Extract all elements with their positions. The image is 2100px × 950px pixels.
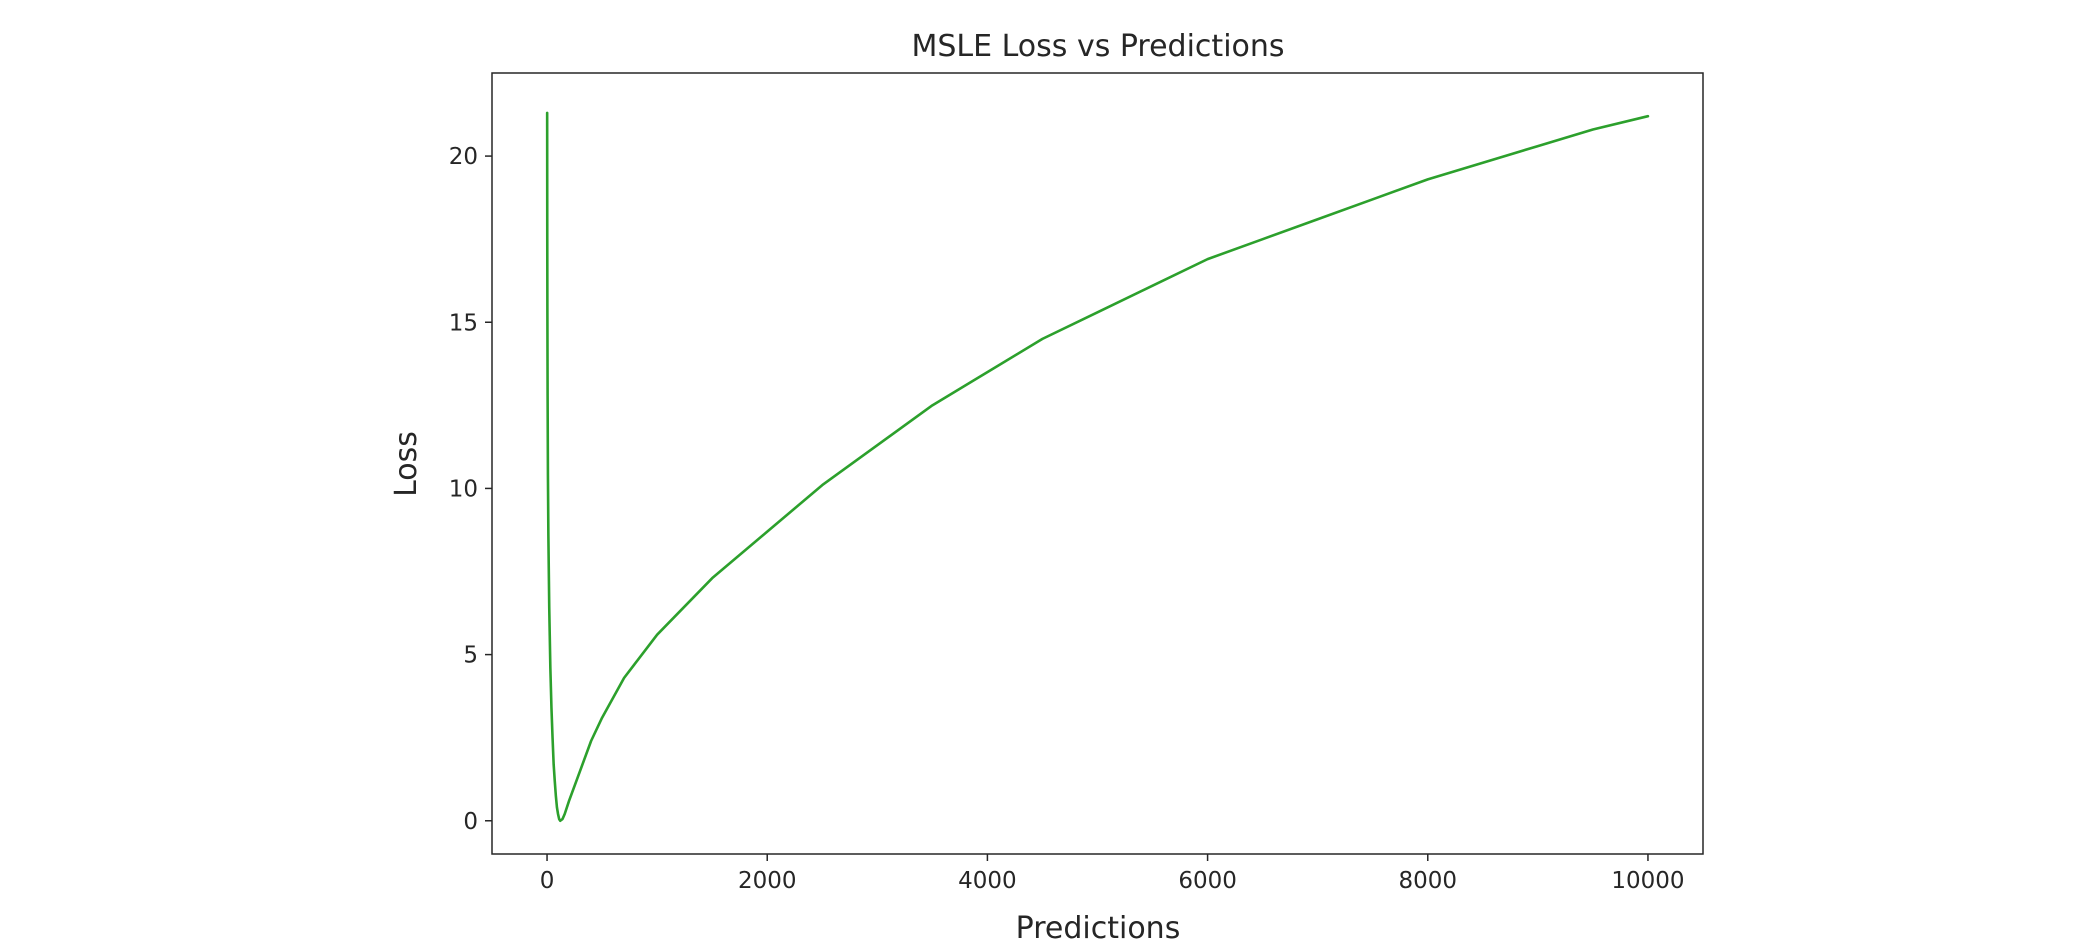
x-tick-label: 8000	[1398, 868, 1457, 894]
y-axis-ticks: 0 5 10 15 20	[449, 144, 492, 835]
y-tick-label: 0	[463, 809, 478, 835]
chart-title: MSLE Loss vs Predictions	[911, 29, 1284, 64]
series-line-0	[545, 111, 1650, 823]
y-tick-label: 10	[449, 476, 478, 502]
y-tick-label: 15	[449, 310, 478, 336]
x-axis-label: Predictions	[1016, 911, 1181, 946]
x-tick-label: 0	[540, 868, 555, 894]
y-tick-label: 20	[449, 144, 478, 170]
y-axis-label: Loss	[389, 431, 424, 497]
x-axis-ticks: 0 2000 4000 6000 8000 10000	[540, 854, 1685, 894]
x-tick-label: 4000	[958, 868, 1017, 894]
x-tick-label: 2000	[738, 868, 797, 894]
y-tick-label: 5	[463, 643, 478, 669]
x-tick-label: 6000	[1178, 868, 1237, 894]
x-tick-label: 10000	[1611, 868, 1684, 894]
series-layer	[545, 111, 1650, 823]
plot-frame	[491, 72, 1704, 855]
